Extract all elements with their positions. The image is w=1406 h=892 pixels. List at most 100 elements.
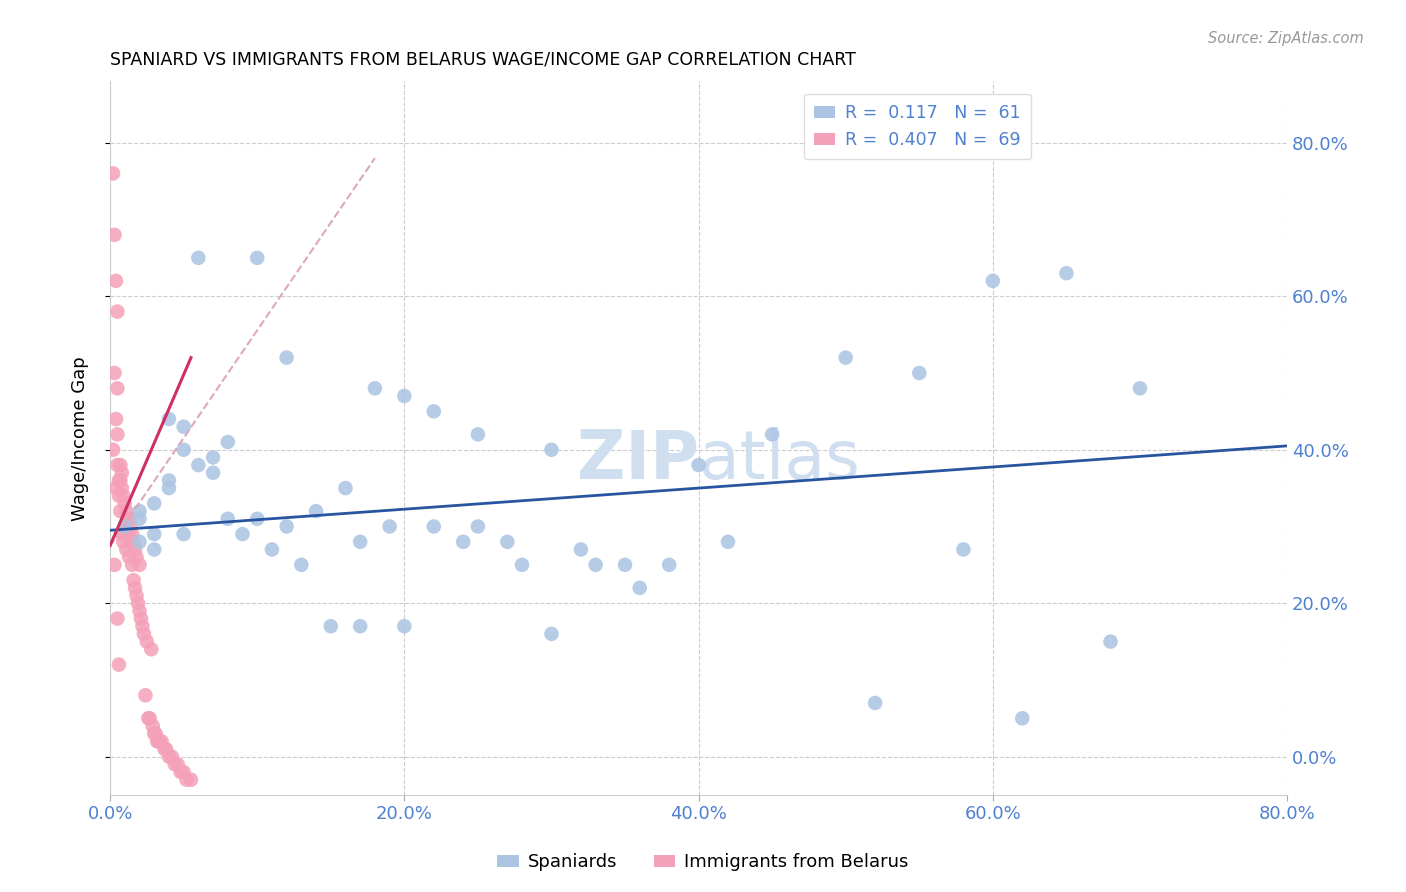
Point — [112, 534, 135, 549]
Point — [111, 481, 134, 495]
Point — [202, 450, 225, 465]
Point — [115, 504, 138, 518]
Point — [1011, 711, 1033, 725]
Point — [101, 166, 124, 180]
Point — [569, 542, 592, 557]
Point — [658, 558, 681, 572]
Point — [108, 657, 131, 672]
Point — [128, 534, 150, 549]
Point — [135, 634, 157, 648]
Point — [364, 381, 387, 395]
Point — [688, 458, 710, 472]
Point — [110, 504, 132, 518]
Point — [143, 726, 166, 740]
Point — [108, 474, 131, 488]
Point — [104, 274, 127, 288]
Point — [121, 527, 143, 541]
Point — [614, 558, 637, 572]
Point — [118, 550, 141, 565]
Point — [246, 251, 269, 265]
Y-axis label: Wage/Income Gap: Wage/Income Gap — [72, 356, 89, 521]
Point — [112, 489, 135, 503]
Point — [180, 772, 202, 787]
Text: SPANIARD VS IMMIGRANTS FROM BELARUS WAGE/INCOME GAP CORRELATION CHART: SPANIARD VS IMMIGRANTS FROM BELARUS WAGE… — [110, 51, 856, 69]
Point — [510, 558, 533, 572]
Point — [173, 765, 195, 780]
Point — [134, 688, 156, 702]
Point — [276, 351, 298, 365]
Point — [231, 527, 253, 541]
Point — [717, 534, 740, 549]
Point — [157, 474, 180, 488]
Point — [107, 458, 129, 472]
Point — [124, 542, 146, 557]
Point — [125, 550, 148, 565]
Point — [127, 596, 149, 610]
Point — [952, 542, 974, 557]
Point — [129, 611, 152, 625]
Point — [103, 558, 125, 572]
Point — [157, 749, 180, 764]
Point — [1054, 266, 1077, 280]
Point — [157, 412, 180, 426]
Point — [173, 419, 195, 434]
Point — [148, 734, 170, 748]
Point — [128, 504, 150, 518]
Point — [120, 534, 142, 549]
Point — [142, 719, 165, 733]
Point — [585, 558, 607, 572]
Point — [128, 604, 150, 618]
Point — [110, 474, 132, 488]
Text: atlas: atlas — [699, 426, 859, 492]
Point — [202, 466, 225, 480]
Point — [150, 734, 173, 748]
Point — [290, 558, 312, 572]
Point — [176, 772, 198, 787]
Point — [173, 527, 195, 541]
Point — [173, 442, 195, 457]
Point — [908, 366, 931, 380]
Point — [104, 412, 127, 426]
Point — [319, 619, 342, 633]
Point — [122, 573, 145, 587]
Point — [143, 496, 166, 510]
Point — [349, 619, 371, 633]
Point — [146, 734, 169, 748]
Point — [540, 627, 562, 641]
Point — [863, 696, 886, 710]
Point — [114, 519, 136, 533]
Point — [107, 304, 129, 318]
Point — [423, 519, 446, 533]
Point — [143, 527, 166, 541]
Point — [103, 227, 125, 242]
Point — [125, 589, 148, 603]
Point — [128, 512, 150, 526]
Point — [114, 519, 136, 533]
Point — [115, 542, 138, 557]
Point — [163, 757, 186, 772]
Point — [349, 534, 371, 549]
Point — [378, 519, 401, 533]
Point — [122, 534, 145, 549]
Point — [187, 251, 209, 265]
Point — [111, 466, 134, 480]
Point — [136, 711, 159, 725]
Point — [143, 542, 166, 557]
Point — [394, 389, 416, 403]
Point — [160, 749, 183, 764]
Point — [120, 519, 142, 533]
Point — [114, 496, 136, 510]
Legend: R =  0.117   N =  61, R =  0.407   N =  69: R = 0.117 N = 61, R = 0.407 N = 69 — [803, 94, 1031, 159]
Point — [467, 519, 489, 533]
Text: ZIP: ZIP — [576, 426, 699, 492]
Point — [217, 512, 239, 526]
Point — [217, 435, 239, 450]
Point — [117, 527, 139, 541]
Point — [170, 765, 193, 780]
Point — [131, 619, 153, 633]
Point — [104, 481, 127, 495]
Point — [157, 481, 180, 495]
Point — [132, 627, 155, 641]
Point — [394, 619, 416, 633]
Point — [1099, 634, 1122, 648]
